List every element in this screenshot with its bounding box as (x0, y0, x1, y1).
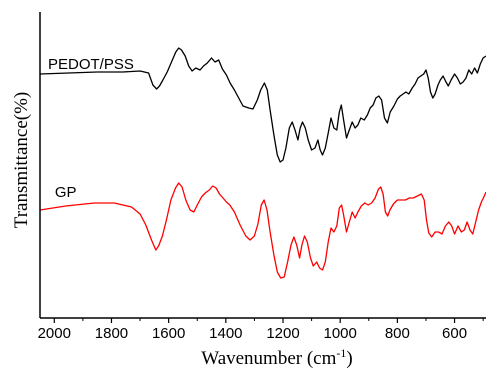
series-labels: PEDOT/PSS GP (48, 56, 134, 201)
x-tick-label: 600 (442, 325, 467, 342)
x-tick-label: 2000 (38, 325, 71, 342)
axes-layer (39, 12, 486, 323)
series-line-2 (39, 182, 486, 279)
x-axis-title-main: Wavenumber (cm (201, 348, 336, 369)
series-label-2: GP (55, 184, 77, 201)
x-axis-title: Wavenumber (cm-1) (201, 346, 352, 369)
x-tick-label: 1800 (95, 325, 128, 342)
x-tick-labels: 2000 1800 1600 1400 1200 1000 800 600 (38, 325, 467, 342)
x-tick-label: 1000 (324, 325, 357, 342)
series-label-1: PEDOT/PSS (48, 56, 134, 73)
x-tick-label: 800 (385, 325, 410, 342)
x-tick-label: 1600 (152, 325, 185, 342)
x-axis-title-close: ) (346, 348, 352, 369)
x-axis-title-superscript: -1 (336, 346, 346, 360)
series-line-1 (39, 47, 486, 163)
series-layer (39, 47, 486, 279)
x-tick-label: 1200 (266, 325, 299, 342)
y-axis-title: Transmittance(%) (11, 92, 32, 229)
x-tick-label: 1400 (209, 325, 242, 342)
